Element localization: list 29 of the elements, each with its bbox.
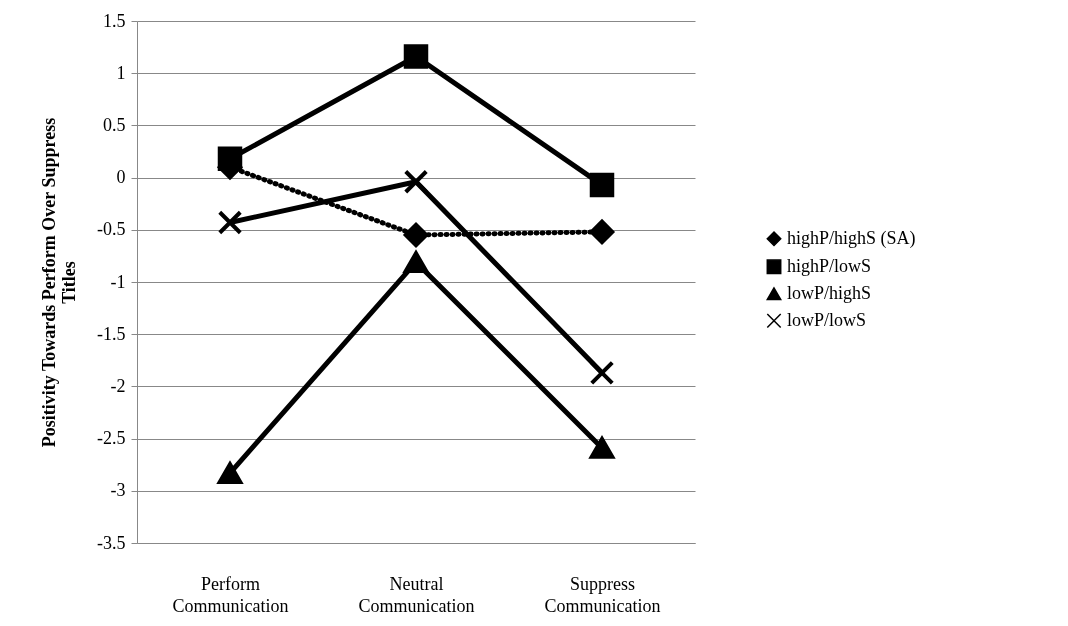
point (403, 222, 429, 248)
y-tick-label: -3.5 (97, 532, 126, 553)
y-tick-label: 1.5 (103, 10, 126, 31)
point (403, 251, 429, 274)
legend-label: lowP/highS (787, 282, 872, 303)
y-tick-label: -2.5 (97, 428, 126, 449)
point (589, 172, 615, 198)
point (589, 360, 615, 386)
point (589, 219, 615, 245)
legend-label: highP/highS (SA) (787, 227, 916, 249)
point (403, 44, 429, 69)
y-tick-label: 1 (116, 62, 126, 83)
x-tick-label: Neutral Communication (358, 573, 475, 616)
x-tick-label: Perform Communication (172, 573, 289, 616)
y-tick-label: -1.5 (97, 323, 126, 344)
legend-label: highP/lowS (787, 255, 872, 276)
y-tick-label: -0.5 (97, 219, 126, 240)
y-tick-label: 0 (116, 167, 126, 188)
point (589, 437, 615, 459)
y-tick-label: -3 (110, 480, 126, 501)
y-tick-label: -2 (110, 375, 126, 396)
y-tick-label: 0.5 (103, 114, 126, 135)
y-axis-title: Positivity Towards Perform Over Suppress Titles (39, 117, 80, 448)
point (403, 169, 429, 195)
x-tick-label: Suppress Communication (544, 573, 661, 616)
point (217, 210, 243, 235)
y-tick-label: -1 (110, 271, 126, 292)
legend-label: lowP/lowS (787, 309, 867, 330)
point (217, 462, 243, 484)
